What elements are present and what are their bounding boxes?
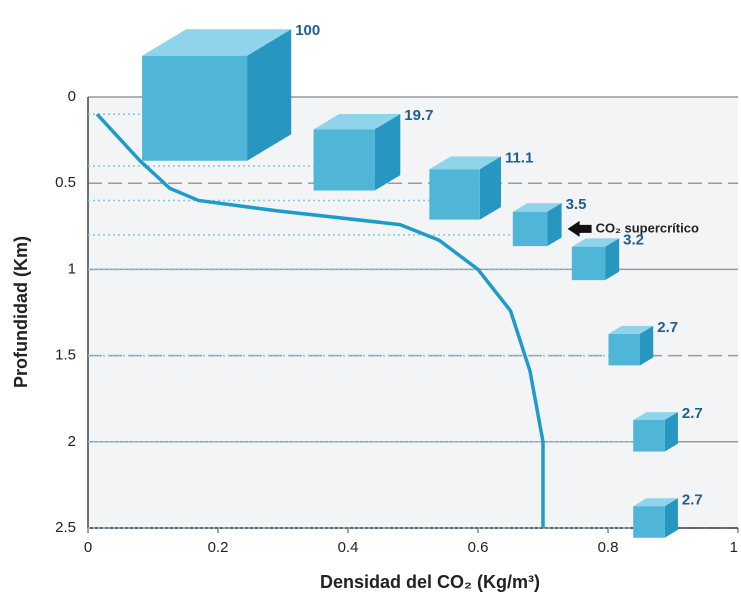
cube-face — [664, 412, 678, 452]
cube-label: 2.7 — [682, 405, 703, 422]
cube-face — [605, 238, 620, 281]
x-tick-label: 0.8 — [598, 539, 619, 556]
cube-face — [640, 325, 654, 366]
y-tick-label: 2.5 — [55, 519, 76, 536]
cube-label: 3.2 — [623, 231, 644, 248]
x-tick-label: 1 — [730, 539, 738, 556]
cube — [313, 114, 401, 191]
y-tick-label: 1 — [68, 260, 76, 277]
cube-face — [479, 156, 502, 220]
y-tick-label: 0 — [68, 88, 76, 105]
y-tick-label: 0.5 — [55, 174, 76, 191]
cube-face — [374, 114, 401, 191]
cube-label: 100 — [295, 22, 320, 39]
cube-face — [664, 498, 678, 538]
cube — [429, 156, 502, 220]
cube-face — [429, 156, 502, 170]
cube-face — [142, 29, 292, 56]
cube-face — [313, 129, 375, 191]
y-tick-label: 1.5 — [55, 347, 76, 364]
y-tick-label: 2 — [68, 433, 76, 450]
cube — [608, 325, 654, 366]
cube-label: 3.5 — [566, 196, 587, 213]
cube-face — [633, 506, 665, 538]
x-tick-label: 0.2 — [208, 539, 229, 556]
annotation: CO₂ supercrítico — [596, 220, 699, 235]
cube-face — [247, 29, 292, 161]
y-axis-label: Profundidad (Km) — [11, 236, 31, 388]
density-curve — [95, 113, 545, 528]
cube-face — [571, 246, 606, 281]
cube-label: 2.7 — [657, 319, 678, 336]
cube-label: 2.7 — [682, 491, 703, 508]
cube-face — [608, 333, 640, 366]
cube — [571, 238, 620, 281]
cube-label: 11.1 — [505, 149, 533, 166]
x-tick-label: 0.4 — [338, 539, 359, 556]
cube-face — [571, 238, 620, 247]
cube-face — [142, 55, 248, 161]
cube — [633, 412, 678, 452]
plot-background — [88, 97, 738, 528]
x-tick-label: 0 — [84, 539, 92, 556]
x-axis-label: Densidad del CO₂ (Kg/m³) — [320, 572, 540, 592]
cube-face — [608, 325, 654, 334]
cube — [142, 29, 292, 161]
cube-face — [633, 420, 665, 452]
annotation-arrow — [567, 220, 592, 237]
cube — [633, 498, 678, 538]
x-tick-label: 0.6 — [468, 539, 489, 556]
cube-face — [429, 169, 480, 220]
cube-face — [512, 203, 562, 212]
cube-face — [633, 412, 678, 421]
cube-label: 19.7 — [404, 107, 433, 124]
cube — [512, 203, 562, 247]
cube-face — [633, 498, 678, 507]
cube-face — [512, 211, 548, 247]
cube-face — [547, 203, 562, 247]
cube-face — [313, 114, 401, 130]
